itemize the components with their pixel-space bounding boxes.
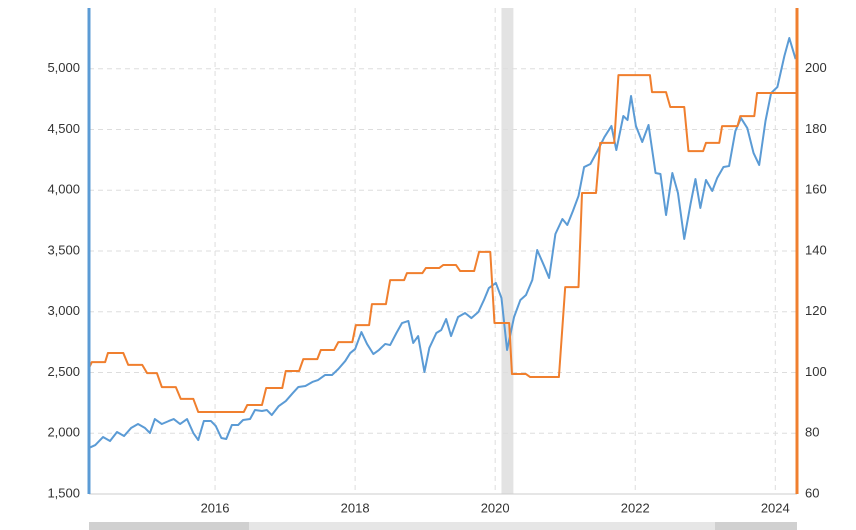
y2-tick-label: 60 xyxy=(805,485,819,500)
series-line xyxy=(88,74,796,413)
y2-tick-label: 140 xyxy=(805,242,827,257)
x-tick-label: 2016 xyxy=(201,500,230,515)
y-tick-label: 5,000 xyxy=(47,60,80,75)
scrollbar-track xyxy=(89,522,797,530)
x-tick-label: 2020 xyxy=(481,500,510,515)
x-tick-label: 2022 xyxy=(621,500,650,515)
y-tick-label: 1,500 xyxy=(47,485,80,500)
y2-tick-label: 200 xyxy=(805,60,827,75)
y2-tick-label: 160 xyxy=(805,182,827,197)
y-tick-label: 4,500 xyxy=(47,121,80,136)
series-line xyxy=(88,37,797,449)
y-tick-label: 2,500 xyxy=(47,364,80,379)
x-tick-label: 2018 xyxy=(341,500,370,515)
y-tick-label: 3,500 xyxy=(47,242,80,257)
y-tick-label: 2,000 xyxy=(47,425,80,440)
scrollbar-handle xyxy=(715,522,797,530)
y2-tick-label: 80 xyxy=(805,425,819,440)
scrollbar-handle xyxy=(89,522,249,530)
y-tick-label: 4,000 xyxy=(47,182,80,197)
y2-tick-label: 180 xyxy=(805,121,827,136)
y2-tick-label: 100 xyxy=(805,364,827,379)
y-tick-label: 3,000 xyxy=(47,303,80,318)
x-tick-label: 2024 xyxy=(761,500,790,515)
y2-tick-label: 120 xyxy=(805,303,827,318)
